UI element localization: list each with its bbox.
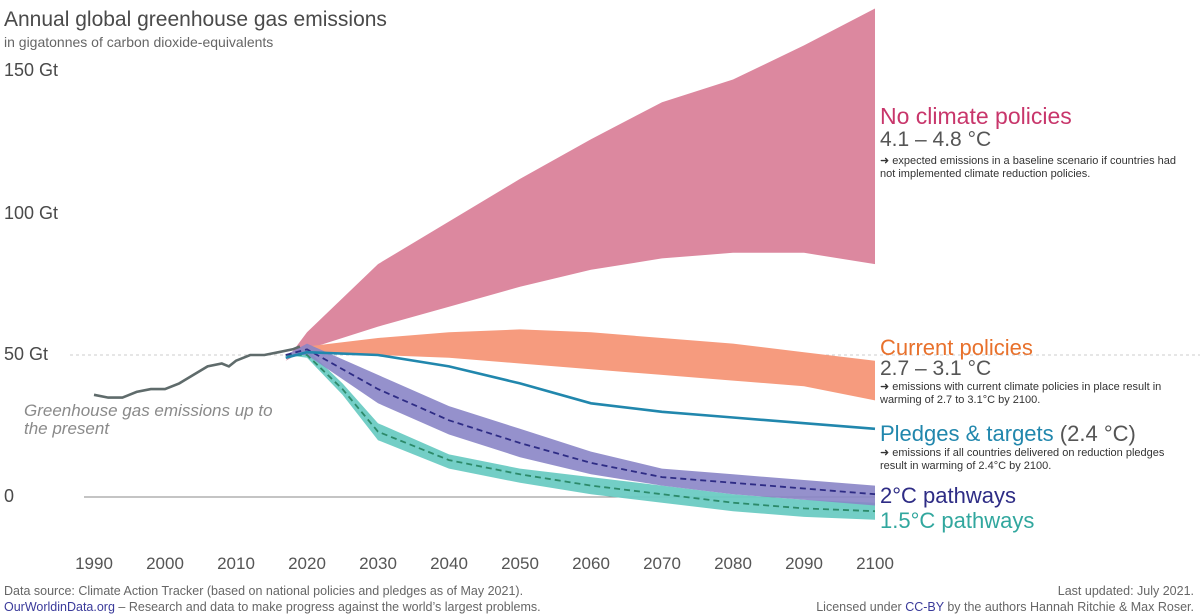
owid-link[interactable]: OurWorldinData.org bbox=[4, 600, 115, 614]
footer-license: Licensed under CC-BY by the authors Hann… bbox=[816, 600, 1194, 614]
no-policies-desc: ➜ expected emissions in a baseline scena… bbox=[880, 155, 1176, 180]
x-tick-label: 2060 bbox=[572, 554, 610, 573]
historical-line bbox=[93, 345, 301, 399]
x-tick-label: 2000 bbox=[146, 554, 184, 573]
two-degree-band bbox=[285, 343, 875, 506]
one-point-five-title: 1.5°C pathways bbox=[880, 508, 1035, 533]
pledges-temp: (2.4 °C) bbox=[1059, 421, 1136, 446]
footer-source: Data source: Climate Action Tracker (bas… bbox=[4, 584, 524, 598]
x-tick-label: 2050 bbox=[501, 554, 539, 573]
license-pre: Licensed under bbox=[816, 600, 906, 614]
footer-owid: OurWorldinData.org – Research and data t… bbox=[4, 600, 541, 614]
x-tick-label: 2030 bbox=[359, 554, 397, 573]
two-degree-title: 2°C pathways bbox=[880, 483, 1016, 508]
current-policies-temp: 2.7 – 3.1 °C bbox=[880, 357, 992, 380]
no-policies-temp: 4.1 – 4.8 °C bbox=[880, 128, 992, 151]
no-policies-title: No climate policies bbox=[880, 103, 1072, 129]
current-policies-desc: ➜ emissions with current climate policie… bbox=[880, 381, 1162, 406]
y-tick-label: 100 Gt bbox=[4, 203, 59, 223]
x-tick-label: 2020 bbox=[288, 554, 326, 573]
license-post: by the authors Hannah Ritchie & Max Rose… bbox=[943, 600, 1194, 614]
y-tick-label: 50 Gt bbox=[4, 344, 49, 364]
x-tick-label: 2070 bbox=[643, 554, 681, 573]
cc-by-link[interactable]: CC-BY bbox=[905, 600, 944, 614]
y-tick-label: 150 Gt bbox=[4, 60, 59, 80]
pledges-desc: ➜ emissions if all countries delivered o… bbox=[880, 447, 1165, 472]
current-policies-band bbox=[285, 329, 875, 401]
x-tick-label: 2040 bbox=[430, 554, 468, 573]
x-tick-label: 2090 bbox=[785, 554, 823, 573]
pledges-line bbox=[285, 350, 876, 431]
x-tick-label: 2080 bbox=[714, 554, 752, 573]
historical-label: Greenhouse gas emissions up to the prese… bbox=[24, 401, 273, 438]
x-tick-label: 2010 bbox=[217, 554, 255, 573]
two-degree-median bbox=[285, 348, 876, 496]
y-tick-label: 0 bbox=[4, 486, 15, 506]
x-tick-label: 1990 bbox=[75, 554, 113, 573]
pledges-name: Pledges & targets bbox=[880, 421, 1054, 446]
chart-subtitle: in gigatonnes of carbon dioxide-equivale… bbox=[4, 34, 274, 50]
one-point-five-median bbox=[285, 354, 876, 513]
chart-title: Annual global greenhouse gas emissions bbox=[4, 8, 387, 31]
one-point-five-band bbox=[285, 349, 875, 520]
pledges-title: Pledges & targets (2.4 °C) bbox=[880, 421, 1136, 447]
x-tick-label: 2100 bbox=[856, 554, 894, 573]
footer-updated: Last updated: July 2021. bbox=[1057, 584, 1194, 598]
no-policies-band bbox=[285, 8, 875, 361]
owid-tagline: – Research and data to make progress aga… bbox=[114, 600, 541, 614]
current-policies-title: Current policies bbox=[880, 335, 1033, 360]
